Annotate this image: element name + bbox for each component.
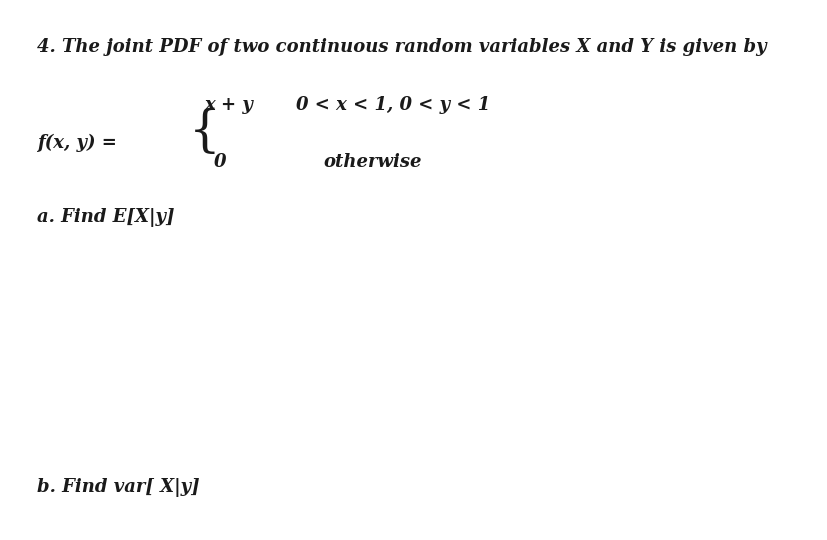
Text: b. Find var[ X|y]: b. Find var[ X|y] [37, 478, 199, 497]
Text: f(x, y) =: f(x, y) = [37, 134, 117, 152]
Text: 0: 0 [213, 153, 226, 171]
Text: otherwise: otherwise [323, 153, 421, 171]
Text: 4. The joint PDF of two continuous random variables X and Y is given by: 4. The joint PDF of two continuous rando… [37, 38, 766, 56]
Text: 0 < x < 1, 0 < y < 1: 0 < x < 1, 0 < y < 1 [296, 96, 490, 114]
Text: {: { [189, 107, 220, 157]
Text: a. Find E[X|y]: a. Find E[X|y] [37, 208, 174, 227]
Text: x + y: x + y [204, 96, 253, 114]
